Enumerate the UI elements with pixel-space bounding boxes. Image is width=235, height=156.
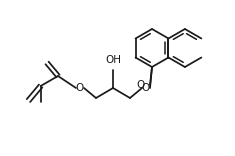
Text: OH: OH bbox=[105, 55, 121, 65]
Text: O: O bbox=[142, 83, 150, 93]
Text: O: O bbox=[137, 80, 145, 90]
Text: O: O bbox=[76, 83, 84, 93]
